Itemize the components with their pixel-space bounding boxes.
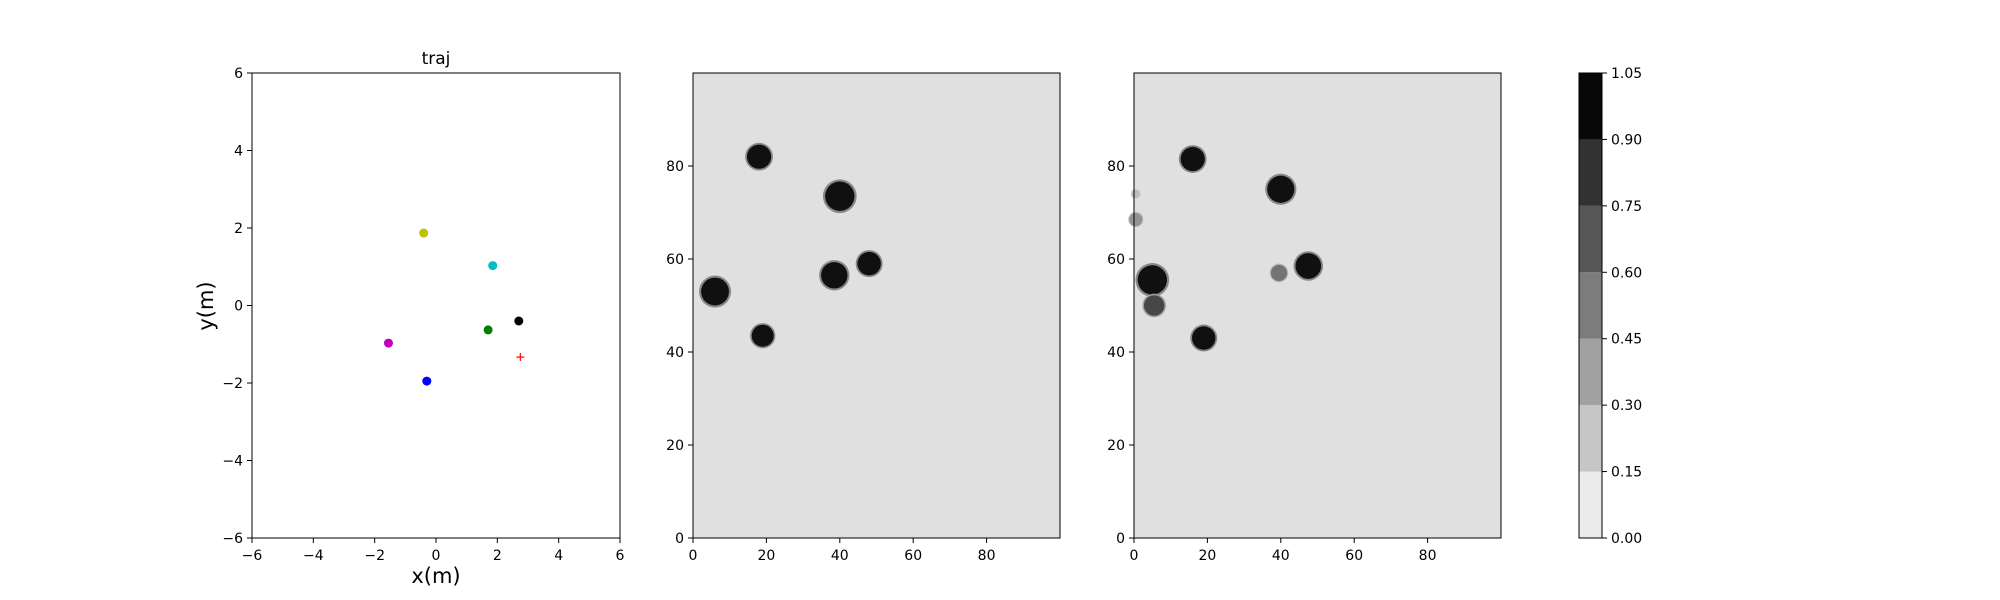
obstacle-blob (1293, 251, 1324, 281)
chart-title: traj (422, 49, 451, 69)
y-tick-label: 20 (666, 438, 684, 454)
obstacle-blob (1135, 263, 1170, 297)
colorbar-tick-label: 0.60 (1611, 265, 1642, 281)
x-axis-ticks: −6 −4 −2 0 2 4 6 (242, 538, 625, 564)
colorbar-frame (1578, 72, 1603, 539)
obstacle-blob (750, 323, 776, 349)
y-tick-label: 6 (234, 66, 243, 82)
y-tick-label: 20 (1107, 438, 1125, 454)
heatmap-blobs (1128, 145, 1324, 352)
x-tick-label: 6 (616, 548, 625, 564)
colorbar-tick-label: 1.05 (1611, 66, 1642, 82)
heatmap-blobs (698, 142, 883, 349)
obstacle-blob (1265, 173, 1297, 205)
obstacle-blob (1178, 145, 1207, 173)
obstacle-blob (1130, 188, 1141, 199)
y-tick-label: 0 (1116, 531, 1125, 547)
target-marker (516, 353, 525, 362)
x-tick-label: 40 (831, 548, 849, 564)
colorbar-tick-label: 0.30 (1611, 398, 1642, 414)
colorbar-tick-label: 0.90 (1611, 132, 1642, 148)
y-tick-label: 0 (675, 531, 684, 547)
y-tick-label: 60 (666, 252, 684, 268)
heatmap-background (1134, 73, 1501, 538)
agent-point (514, 316, 524, 326)
plot-frame (692, 72, 1061, 539)
y-axis-ticks: 0 20 40 60 80 (666, 159, 693, 547)
obstacle-blob (1142, 293, 1167, 318)
colorbar-tick-label: 0.75 (1611, 199, 1642, 215)
obstacle-blob (1269, 263, 1289, 283)
x-tick-label: 0 (1130, 548, 1139, 564)
colorbar-band (1579, 139, 1602, 206)
obstacle-blob (1190, 324, 1218, 352)
obstacle-blob (855, 250, 883, 278)
obstacle-blob (698, 275, 732, 308)
x-tick-label: 80 (978, 548, 996, 564)
y-tick-label: 60 (1107, 252, 1125, 268)
colorbar-band (1579, 272, 1602, 339)
agent-point (422, 376, 432, 386)
heatmap-background (693, 73, 1060, 538)
y-tick-label: 2 (234, 221, 243, 237)
x-tick-label: 80 (1419, 548, 1437, 564)
x-tick-label: 40 (1272, 548, 1290, 564)
colorbar-tick-label: 0.15 (1611, 465, 1642, 481)
y-axis-ticks: −6 −4 −2 0 2 4 6 (222, 66, 252, 547)
y-tick-label: −4 (222, 454, 243, 470)
obstacle-blob (819, 260, 850, 291)
x-axis-ticks: 0 20 40 60 80 (689, 538, 996, 564)
y-tick-label: −6 (222, 531, 243, 547)
agent-point (483, 325, 493, 335)
trajectory-plot: traj −6 −4 −2 0 2 4 6 −6 −4 −2 0 2 4 6 x(m) y(m) (194, 49, 625, 588)
x-tick-label: −2 (364, 548, 385, 564)
x-axis-ticks: 0 20 40 60 80 (1130, 538, 1437, 564)
colorbar-tick-label: 0.00 (1611, 531, 1642, 547)
colorbar-tick-label: 0.45 (1611, 332, 1642, 348)
plot-frame (1133, 72, 1502, 539)
x-tick-label: 20 (757, 548, 775, 564)
y-axis-ticks: 0 20 40 60 80 (1107, 159, 1134, 547)
x-tick-label: 60 (904, 548, 922, 564)
occupancy-map-left: 0 20 40 60 80 0 20 40 60 80 (666, 72, 1061, 564)
y-axis-label: y(m) (194, 281, 218, 330)
y-tick-label: −2 (222, 376, 243, 392)
x-tick-label: 0 (432, 548, 441, 564)
colorbar: 0.00 0.15 0.30 0.45 0.60 0.75 0.90 1.05 (1578, 66, 1642, 547)
scatter-points (383, 228, 525, 386)
agent-point (419, 228, 429, 238)
y-tick-label: 4 (234, 144, 243, 160)
x-tick-label: 0 (689, 548, 698, 564)
agent-point (488, 261, 498, 271)
x-tick-label: −4 (303, 548, 324, 564)
agent-point (383, 338, 393, 348)
x-axis-label: x(m) (411, 564, 460, 588)
obstacle-blob (822, 179, 857, 214)
colorbar-band (1579, 405, 1602, 472)
obstacle-blob (1128, 211, 1144, 228)
x-tick-label: 60 (1345, 548, 1363, 564)
occupancy-map-right: 0 20 40 60 80 0 20 40 60 80 (1107, 72, 1502, 564)
x-tick-label: 4 (554, 548, 563, 564)
y-tick-label: 40 (666, 345, 684, 361)
colorbar-ticks: 0.00 0.15 0.30 0.45 0.60 0.75 0.90 1.05 (1602, 66, 1642, 547)
x-tick-label: 20 (1198, 548, 1216, 564)
obstacle-blob (745, 142, 773, 171)
y-tick-label: 0 (234, 299, 243, 315)
y-tick-label: 40 (1107, 345, 1125, 361)
y-tick-label: 80 (666, 159, 684, 175)
colorbar-band (1579, 73, 1602, 140)
y-tick-label: 80 (1107, 159, 1125, 175)
colorbar-band (1579, 205, 1602, 273)
x-tick-label: 2 (493, 548, 502, 564)
colorbar-band (1579, 338, 1602, 406)
colorbar-bands (1579, 73, 1602, 538)
plot-frame (251, 72, 621, 539)
colorbar-band (1579, 471, 1602, 538)
x-tick-label: −6 (242, 548, 263, 564)
